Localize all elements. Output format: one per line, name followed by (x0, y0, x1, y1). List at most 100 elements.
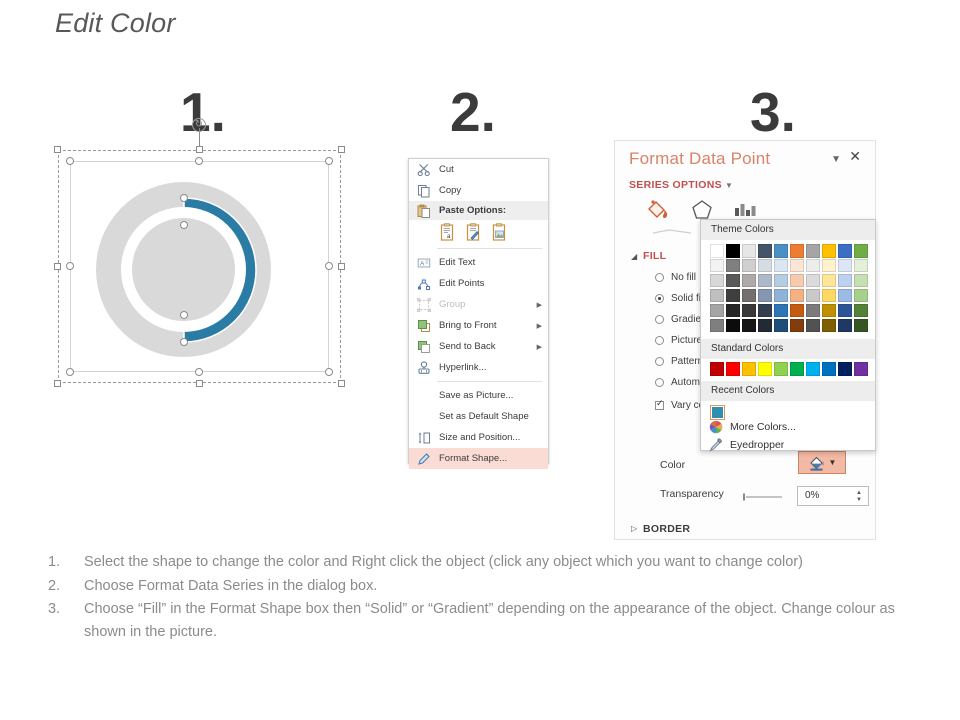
theme-color-swatch-3-2[interactable] (742, 289, 756, 302)
theme-color-swatch-2-1[interactable] (726, 274, 740, 287)
standard-color-swatch-7[interactable] (822, 362, 836, 376)
theme-color-swatch-1-9[interactable] (854, 259, 868, 272)
border-expand-triangle-icon[interactable]: ▷ (631, 524, 638, 533)
theme-color-swatch-2-3[interactable] (758, 274, 772, 287)
theme-color-swatch-1-1[interactable] (726, 259, 740, 272)
theme-color-swatch-2-8[interactable] (838, 274, 852, 287)
resize-handle-bc[interactable] (196, 380, 203, 387)
menu-item-cut[interactable]: Cut (409, 159, 548, 180)
fill-color-caret-icon[interactable]: ▼ (828, 458, 837, 467)
resize-handle-br[interactable] (338, 380, 345, 387)
fill-color-button[interactable]: ▼ (798, 451, 846, 474)
border-section-label[interactable]: BORDER (643, 523, 691, 535)
fill-line-icon[interactable] (643, 196, 692, 234)
standard-color-swatch-9[interactable] (854, 362, 868, 376)
resize-handle-tl[interactable] (54, 146, 61, 153)
theme-color-swatch-0-0[interactable] (710, 244, 724, 258)
stepper-up-icon[interactable]: ▲ (856, 490, 862, 496)
standard-color-swatch-5[interactable] (790, 362, 804, 376)
paste-keep-source-formatting-icon[interactable]: a (439, 223, 456, 241)
fill-option-no-fill[interactable]: No fill (655, 272, 696, 283)
menu-item-send-to-back[interactable]: Send to Back ▶ (409, 336, 548, 357)
shape-context-menu[interactable]: Cut Copy Paste Options: (408, 158, 549, 469)
theme-color-swatch-1-7[interactable] (822, 259, 836, 272)
chevron-down-icon[interactable]: ▼ (831, 154, 841, 165)
theme-color-swatch-1-3[interactable] (758, 259, 772, 272)
theme-color-swatch-2-9[interactable] (854, 274, 868, 287)
paste-use-destination-theme-icon[interactable] (465, 223, 482, 241)
plot-handle-tl[interactable] (66, 157, 74, 165)
theme-color-swatch-4-6[interactable] (806, 304, 820, 317)
fill-option-gradient-fill[interactable]: Gradient fill (655, 314, 722, 325)
theme-color-swatch-0-6[interactable] (806, 244, 820, 258)
resize-handle-tr[interactable] (338, 146, 345, 153)
theme-color-swatch-0-9[interactable] (854, 244, 868, 258)
segment-handle-top[interactable] (180, 194, 188, 202)
theme-color-swatch-5-1[interactable] (726, 319, 740, 332)
checkbox-icon[interactable] (655, 398, 664, 410)
standard-color-swatch-4[interactable] (774, 362, 788, 376)
radio-icon[interactable] (655, 336, 664, 345)
theme-color-swatch-0-3[interactable] (758, 244, 772, 258)
plot-handle-bc[interactable] (195, 368, 203, 376)
chart-selection-frame[interactable]: ↻ (54, 118, 345, 387)
more-colors-action[interactable]: More Colors... (709, 420, 796, 434)
theme-color-swatch-0-7[interactable] (822, 244, 836, 258)
theme-color-swatch-5-6[interactable] (806, 319, 820, 332)
menu-item-save-as-picture[interactable]: Save as Picture... (409, 385, 548, 406)
theme-color-swatch-3-7[interactable] (822, 289, 836, 302)
radio-icon[interactable] (655, 315, 664, 324)
theme-color-swatch-3-0[interactable] (710, 289, 724, 302)
stepper-down-icon[interactable]: ▼ (856, 497, 862, 503)
theme-color-swatch-3-4[interactable] (774, 289, 788, 302)
menu-item-size-and-position[interactable]: Size and Position... (409, 427, 548, 448)
theme-color-swatch-5-2[interactable] (742, 319, 756, 332)
theme-color-swatch-4-9[interactable] (854, 304, 868, 317)
color-picker-dropdown[interactable]: Theme Colors Standard Colors Recent Colo… (700, 219, 876, 452)
theme-color-swatch-2-7[interactable] (822, 274, 836, 287)
theme-color-swatch-4-8[interactable] (838, 304, 852, 317)
standard-color-swatch-0[interactable] (710, 362, 724, 376)
series-options-caret-icon[interactable]: ▼ (725, 181, 733, 190)
theme-color-swatch-3-1[interactable] (726, 289, 740, 302)
theme-color-swatch-1-2[interactable] (742, 259, 756, 272)
theme-color-swatch-5-5[interactable] (790, 319, 804, 332)
theme-color-swatch-5-4[interactable] (774, 319, 788, 332)
plot-handle-tr[interactable] (325, 157, 333, 165)
radio-icon[interactable] (655, 378, 664, 387)
plot-handle-br[interactable] (325, 368, 333, 376)
standard-color-swatch-3[interactable] (758, 362, 772, 376)
transparency-stepper[interactable]: ▲ ▼ (854, 489, 864, 505)
close-icon[interactable]: ✕ (849, 148, 861, 164)
radio-icon[interactable] (655, 294, 664, 303)
theme-colors-grid[interactable] (710, 244, 868, 332)
theme-color-swatch-1-5[interactable] (790, 259, 804, 272)
theme-color-swatch-4-7[interactable] (822, 304, 836, 317)
paste-picture-icon[interactable] (491, 223, 508, 241)
doughnut-chart[interactable] (96, 172, 296, 367)
theme-color-swatch-3-6[interactable] (806, 289, 820, 302)
theme-color-swatch-0-8[interactable] (838, 244, 852, 258)
theme-color-swatch-5-8[interactable] (838, 319, 852, 332)
theme-color-swatch-4-1[interactable] (726, 304, 740, 317)
segment-handle-inner-bottom[interactable] (180, 311, 188, 319)
standard-color-swatch-1[interactable] (726, 362, 740, 376)
radio-icon[interactable] (655, 273, 664, 282)
menu-item-edit-points[interactable]: Edit Points (409, 273, 548, 294)
theme-color-swatch-2-6[interactable] (806, 274, 820, 287)
paste-options-row[interactable]: a (409, 220, 548, 245)
theme-color-swatch-5-9[interactable] (854, 319, 868, 332)
resize-handle-bl[interactable] (54, 380, 61, 387)
theme-color-swatch-3-9[interactable] (854, 289, 868, 302)
theme-color-swatch-3-5[interactable] (790, 289, 804, 302)
plot-handle-mr[interactable] (325, 262, 333, 270)
transparency-slider[interactable] (742, 493, 784, 501)
theme-color-swatch-2-0[interactable] (710, 274, 724, 287)
menu-item-set-as-default-shape[interactable]: Set as Default Shape (409, 406, 548, 427)
menu-item-copy[interactable]: Copy (409, 180, 548, 201)
theme-color-swatch-1-6[interactable] (806, 259, 820, 272)
theme-color-swatch-0-2[interactable] (742, 244, 756, 258)
theme-color-swatch-1-0[interactable] (710, 259, 724, 272)
theme-color-swatch-1-4[interactable] (774, 259, 788, 272)
menu-item-hyperlink[interactable]: Hyperlink... (409, 357, 548, 378)
